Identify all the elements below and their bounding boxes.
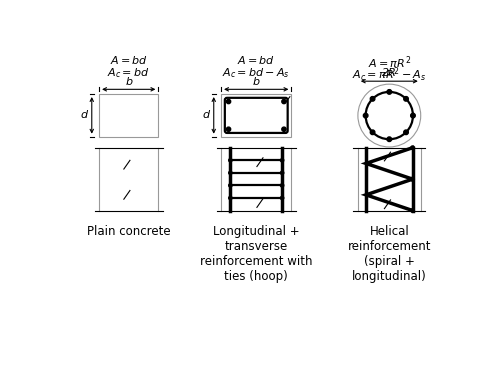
Circle shape: [228, 159, 232, 162]
Circle shape: [282, 127, 286, 131]
Circle shape: [411, 146, 414, 149]
Text: $A_c = bd - A_s$: $A_c = bd - A_s$: [222, 66, 290, 80]
Circle shape: [387, 89, 392, 94]
Circle shape: [280, 184, 284, 187]
Circle shape: [228, 196, 232, 200]
Text: Helical
reinforcement
(spiral +
longitudinal): Helical reinforcement (spiral + longitud…: [348, 225, 431, 283]
Circle shape: [410, 113, 416, 118]
Circle shape: [404, 96, 408, 101]
Circle shape: [280, 171, 284, 174]
Circle shape: [228, 171, 232, 174]
Circle shape: [411, 177, 414, 181]
Circle shape: [226, 127, 230, 131]
Text: $A = bd$: $A = bd$: [237, 54, 276, 66]
Circle shape: [370, 96, 375, 101]
Circle shape: [387, 137, 392, 142]
Circle shape: [228, 184, 232, 187]
Circle shape: [411, 209, 414, 212]
Circle shape: [226, 99, 230, 104]
Text: $A = bd$: $A = bd$: [110, 54, 148, 66]
Bar: [221, 94, 292, 137]
Text: Plain concrete: Plain concrete: [87, 225, 170, 238]
Circle shape: [282, 99, 286, 104]
Circle shape: [370, 130, 375, 134]
Circle shape: [364, 113, 368, 118]
Text: d: d: [81, 110, 88, 120]
Text: $A_c = bd$: $A_c = bd$: [108, 66, 150, 80]
Text: b: b: [252, 77, 260, 87]
Text: 2R: 2R: [382, 68, 396, 78]
Circle shape: [280, 196, 284, 200]
Text: b: b: [125, 77, 132, 87]
Circle shape: [411, 177, 414, 181]
Text: $A = \pi R^2$: $A = \pi R^2$: [368, 54, 411, 71]
Text: $A_c = \pi R^2 - A_s$: $A_c = \pi R^2 - A_s$: [352, 66, 426, 84]
Bar: [99, 94, 158, 137]
Text: Longitudinal +
transverse
reinforcement with
ties (hoop): Longitudinal + transverse reinforcement …: [200, 225, 312, 283]
Circle shape: [280, 159, 284, 162]
Text: d: d: [203, 110, 210, 120]
Circle shape: [404, 130, 408, 134]
